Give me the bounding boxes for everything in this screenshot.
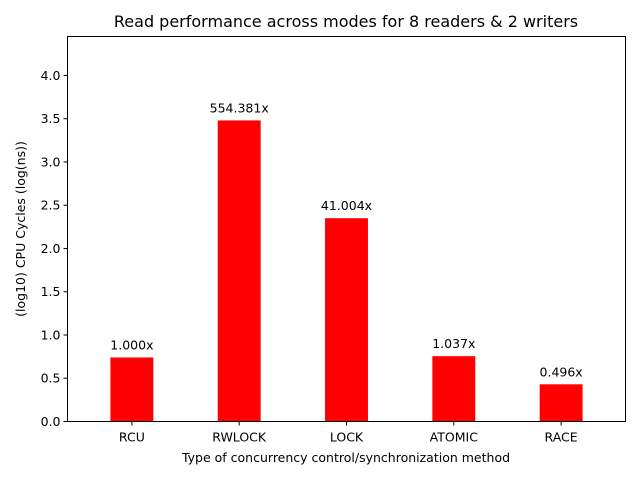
y-tick-label: 0.5: [41, 371, 61, 386]
x-tick-label-lock: LOCK: [330, 430, 364, 445]
y-tick-label: 1.5: [41, 284, 61, 299]
x-tick-label-atomic: ATOMIC: [430, 430, 479, 445]
data-label-race: 0.496x: [540, 364, 583, 379]
y-tick-label: 3.5: [41, 111, 61, 126]
data-label-lock: 41.004x: [321, 198, 372, 213]
bar-atomic: [432, 356, 476, 422]
y-axis-ticks: 0.0 0.5 1.0 1.5 2.0 2.5 3.0 3.5 4.0: [41, 68, 68, 429]
bar-race: [539, 384, 583, 422]
y-tick-label: 0.0: [41, 414, 61, 429]
bars-group: [110, 120, 583, 422]
plot-frame: [67, 36, 626, 422]
y-tick-label: 1.0: [41, 327, 61, 342]
chart-title: Read performance across modes for 8 read…: [114, 12, 578, 31]
y-tick-label: 3.0: [41, 154, 61, 169]
x-tick-label-race: RACE: [545, 430, 578, 445]
data-label-rcu: 1.000x: [110, 337, 153, 352]
y-tick-label: 2.5: [41, 198, 61, 213]
data-label-rwlock: 554.381x: [210, 100, 269, 115]
y-axis-label: (log10) CPU Cycles (log(ns)): [13, 141, 28, 317]
data-label-atomic: 1.037x: [432, 336, 475, 351]
bar-rcu: [110, 357, 154, 422]
x-axis-label: Type of concurrency control/synchronizat…: [181, 450, 510, 465]
x-tick-label-rwlock: RWLOCK: [212, 430, 267, 445]
x-tick-label-rcu: RCU: [119, 430, 145, 445]
y-tick-label: 2.0: [41, 241, 61, 256]
x-axis-ticks: RCU RWLOCK LOCK ATOMIC RACE: [119, 421, 578, 445]
bar-lock: [325, 218, 368, 422]
y-tick-label: 4.0: [41, 68, 61, 83]
data-labels-group: 1.000x 554.381x 41.004x 1.037x 0.496x: [110, 100, 582, 379]
bar-rwlock: [217, 120, 261, 422]
